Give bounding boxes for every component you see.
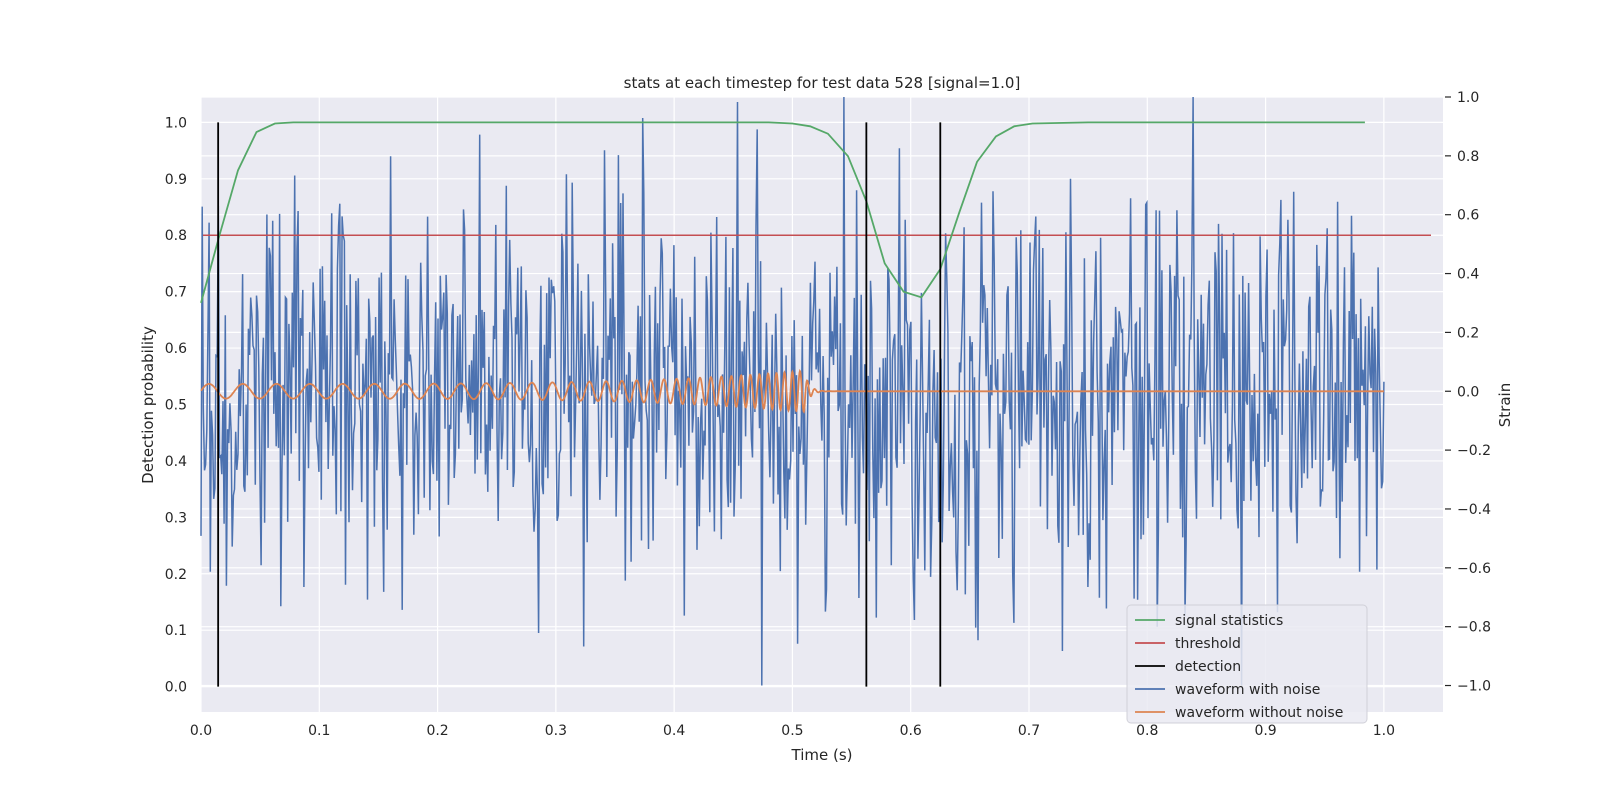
y2-tick-label: 0.0 [1457,384,1479,400]
y-axis-label: Detection probability [139,326,157,484]
y-tick-label: 0.6 [165,341,187,357]
y2-tick-label: −0.2 [1457,443,1491,459]
y2-tick-label: 0.6 [1457,208,1479,224]
waveform-without-noise-line [200,368,1384,414]
y2-tick-label: −1.0 [1457,679,1491,695]
x-axis-label: Time (s) [791,746,853,764]
y2-tick-label: −0.4 [1457,502,1491,518]
y2-tick-label: 0.8 [1457,149,1479,165]
x-tick-label: 0.9 [1254,723,1276,739]
legend-label: detection [1175,659,1241,675]
legend-label: signal statistics [1175,613,1283,629]
legend-label: waveform with noise [1175,682,1320,698]
x-tick-label: 0.3 [545,723,567,739]
y-tick-label: 0.4 [165,454,187,470]
legend-box [1126,604,1368,724]
series-layer [200,96,1431,687]
legend: signal statistics threshold detection wavef… [1126,604,1368,724]
y2-tick-label: −0.6 [1457,561,1491,577]
y-tick-label: 0.9 [165,172,187,188]
legend-label: threshold [1175,636,1241,652]
x-tick-label: 0.7 [1018,723,1040,739]
x-tick-label: 0.8 [1136,723,1158,739]
y2-tick-label: 0.2 [1457,325,1479,341]
x-tick-label: 0.0 [190,723,212,739]
y-tick-label: 1.0 [165,115,187,131]
y2-tick-label: −0.8 [1457,620,1491,636]
y-tick-label: 0.7 [165,285,187,301]
signal-statistics-line [200,121,1365,304]
x-tick-label: 0.4 [663,723,685,739]
legend-label: waveform without noise [1175,705,1343,721]
x-tick-label: 0.2 [426,723,448,739]
y2-axis-ticks: −1.0 −0.8 −0.6 −0.4 −0.2 0.0 0.2 0.4 0.6 0.8 1.0 [1445,90,1491,695]
y-tick-label: 0.2 [165,567,187,583]
x-tick-label: 1.0 [1373,723,1395,739]
y2-tick-label: 0.4 [1457,267,1479,283]
x-tick-label: 0.5 [781,723,803,739]
x-axis-ticks: 0.0 0.1 0.2 0.3 0.4 0.5 0.6 0.7 0.8 0.9 1.0 [190,723,1395,739]
y2-axis-label: Strain [1496,383,1514,427]
y-axis-ticks: 0.0 0.1 0.2 0.3 0.4 0.5 0.6 0.7 0.8 0.9 1.0 [165,115,187,695]
y-tick-label: 0.5 [165,398,187,414]
chart-title: stats at each timestep for test data 528… [624,74,1021,92]
y-tick-label: 0.3 [165,510,187,526]
waveform-with-noise-line [200,96,1385,686]
y-tick-label: 0.0 [165,680,187,696]
y-tick-label: 0.8 [165,228,187,244]
x-tick-label: 0.1 [308,723,330,739]
x-tick-label: 0.6 [900,723,922,739]
y2-tick-label: 1.0 [1457,90,1479,106]
y-tick-label: 0.1 [165,623,187,639]
